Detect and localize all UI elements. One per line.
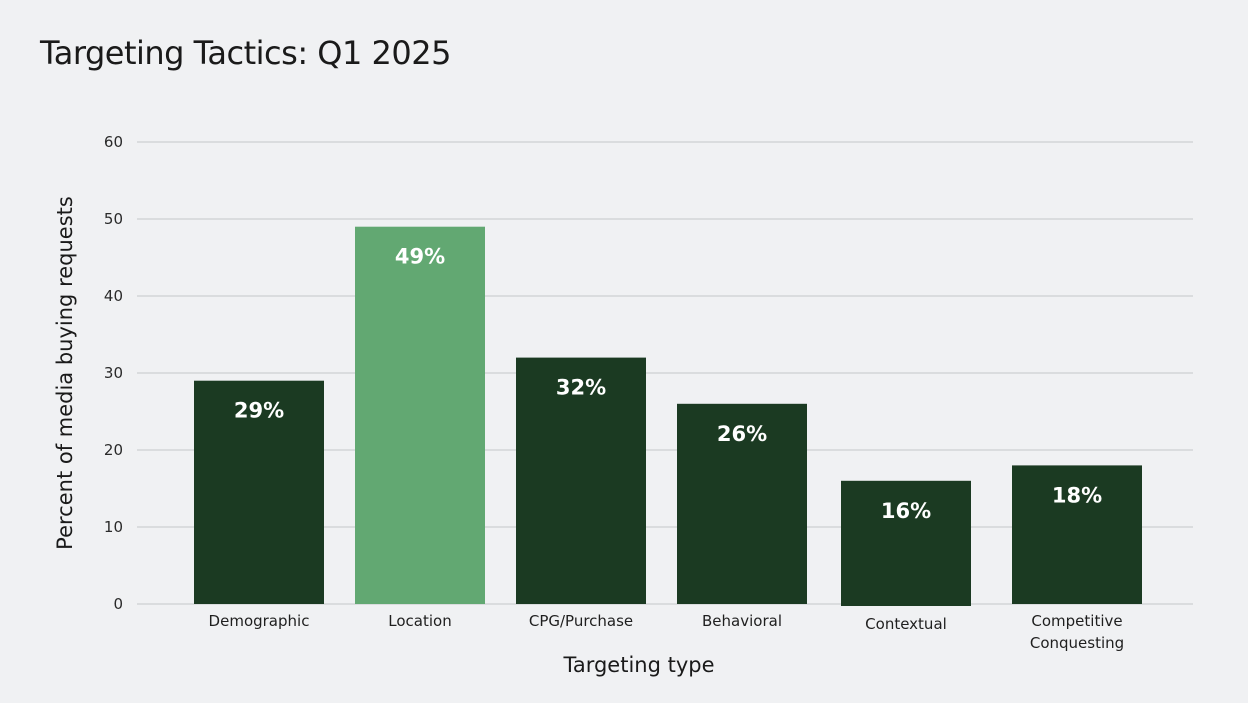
x-category-label: Behavioral: [702, 612, 782, 630]
x-category-label: Demographic: [209, 612, 310, 630]
x-axis-title: Targeting type: [562, 653, 714, 677]
bars: [194, 226, 1142, 606]
chart-title: Targeting Tactics: Q1 2025: [40, 34, 451, 72]
y-tick-label: 40: [104, 287, 123, 305]
x-category-label: CPG/Purchase: [529, 612, 633, 630]
bar: [677, 403, 807, 604]
y-tick-label: 30: [104, 364, 123, 382]
bar-value-label: 29%: [234, 399, 284, 423]
bar-value-labels: 29% 49% 32% 26% 16% 18%: [234, 245, 1102, 523]
y-tick-label: 20: [104, 441, 123, 459]
bar-value-label: 18%: [1052, 483, 1102, 507]
y-tick-label: 50: [104, 210, 123, 228]
x-category-label: Location: [388, 612, 451, 630]
x-category-label: Conquesting: [1030, 634, 1124, 652]
bar: [194, 380, 324, 604]
y-tick-label: 0: [113, 595, 123, 613]
x-category-label: Contextual: [865, 615, 947, 633]
bar: [516, 357, 646, 604]
bar-value-label: 26%: [717, 422, 767, 446]
y-axis-title: Percent of media buying requests: [53, 196, 77, 550]
bar-value-label: 49%: [395, 245, 445, 269]
y-tick-label: 10: [104, 518, 123, 536]
x-axis-category-labels: Demographic Location CPG/Purchase Behaviora…: [209, 612, 1125, 652]
x-category-label: Competitive: [1031, 612, 1122, 630]
bar-value-label: 32%: [556, 376, 606, 400]
y-tick-label: 60: [104, 133, 123, 151]
bar-value-label: 16%: [881, 499, 931, 523]
bar: [841, 480, 971, 606]
bar: [1012, 465, 1142, 604]
y-axis-ticks: 0 10 20 30 40 50 60: [104, 133, 123, 613]
bar: [355, 226, 485, 604]
